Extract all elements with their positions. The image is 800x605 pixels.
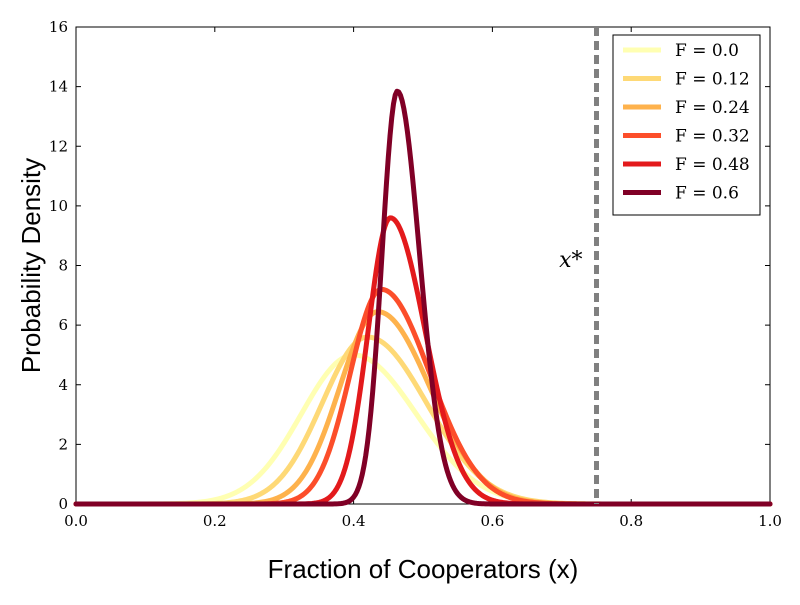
y-tick-label: 16 xyxy=(49,18,68,36)
x-tick-label: 0.6 xyxy=(480,512,504,530)
y-tick-label: 10 xyxy=(49,197,68,215)
annotation-layer: x* xyxy=(559,27,599,504)
y-tick-label: 4 xyxy=(58,376,68,394)
legend: F = 0.0 F = 0.12 F = 0.24 F = 0.32 F = 0.48 F… xyxy=(612,34,761,216)
series-line-5 xyxy=(73,88,773,507)
y-tick-label: 8 xyxy=(58,257,68,275)
y-tick-label: 12 xyxy=(49,137,68,155)
legend-label-2: F = 0.24 xyxy=(675,98,750,118)
x-tick-label: 1.0 xyxy=(758,512,782,530)
legend-label-1: F = 0.12 xyxy=(675,70,750,90)
y-tick-label: 2 xyxy=(58,435,68,453)
legend-label-0: F = 0.0 xyxy=(675,41,739,61)
x-tick-label: 0.8 xyxy=(619,512,643,530)
legend-label-3: F = 0.32 xyxy=(675,127,750,147)
reference-line-label: x* xyxy=(559,248,582,273)
x-axis-label: Fraction of Cooperators (x) xyxy=(268,554,579,584)
legend-box xyxy=(612,34,761,216)
x-tick-label: 0.2 xyxy=(203,512,227,530)
y-tick-label: 6 xyxy=(58,316,68,334)
x-tick-label: 0.0 xyxy=(64,512,88,530)
y-tick-label: 14 xyxy=(49,78,68,96)
legend-label-4: F = 0.48 xyxy=(675,155,750,175)
series-layer xyxy=(73,88,773,507)
series-line-2 xyxy=(73,309,773,507)
y-tick-label: 0 xyxy=(58,495,68,513)
y-axis-label: Probability Density xyxy=(16,158,46,373)
axes-layer: 0.0 0.2 0.4 0.6 0.8 1.0 0 2 4 6 8 10 12 14 16 Fraction … xyxy=(16,18,782,584)
x-tick-label: 0.4 xyxy=(342,512,366,530)
legend-label-5: F = 0.6 xyxy=(675,184,739,204)
